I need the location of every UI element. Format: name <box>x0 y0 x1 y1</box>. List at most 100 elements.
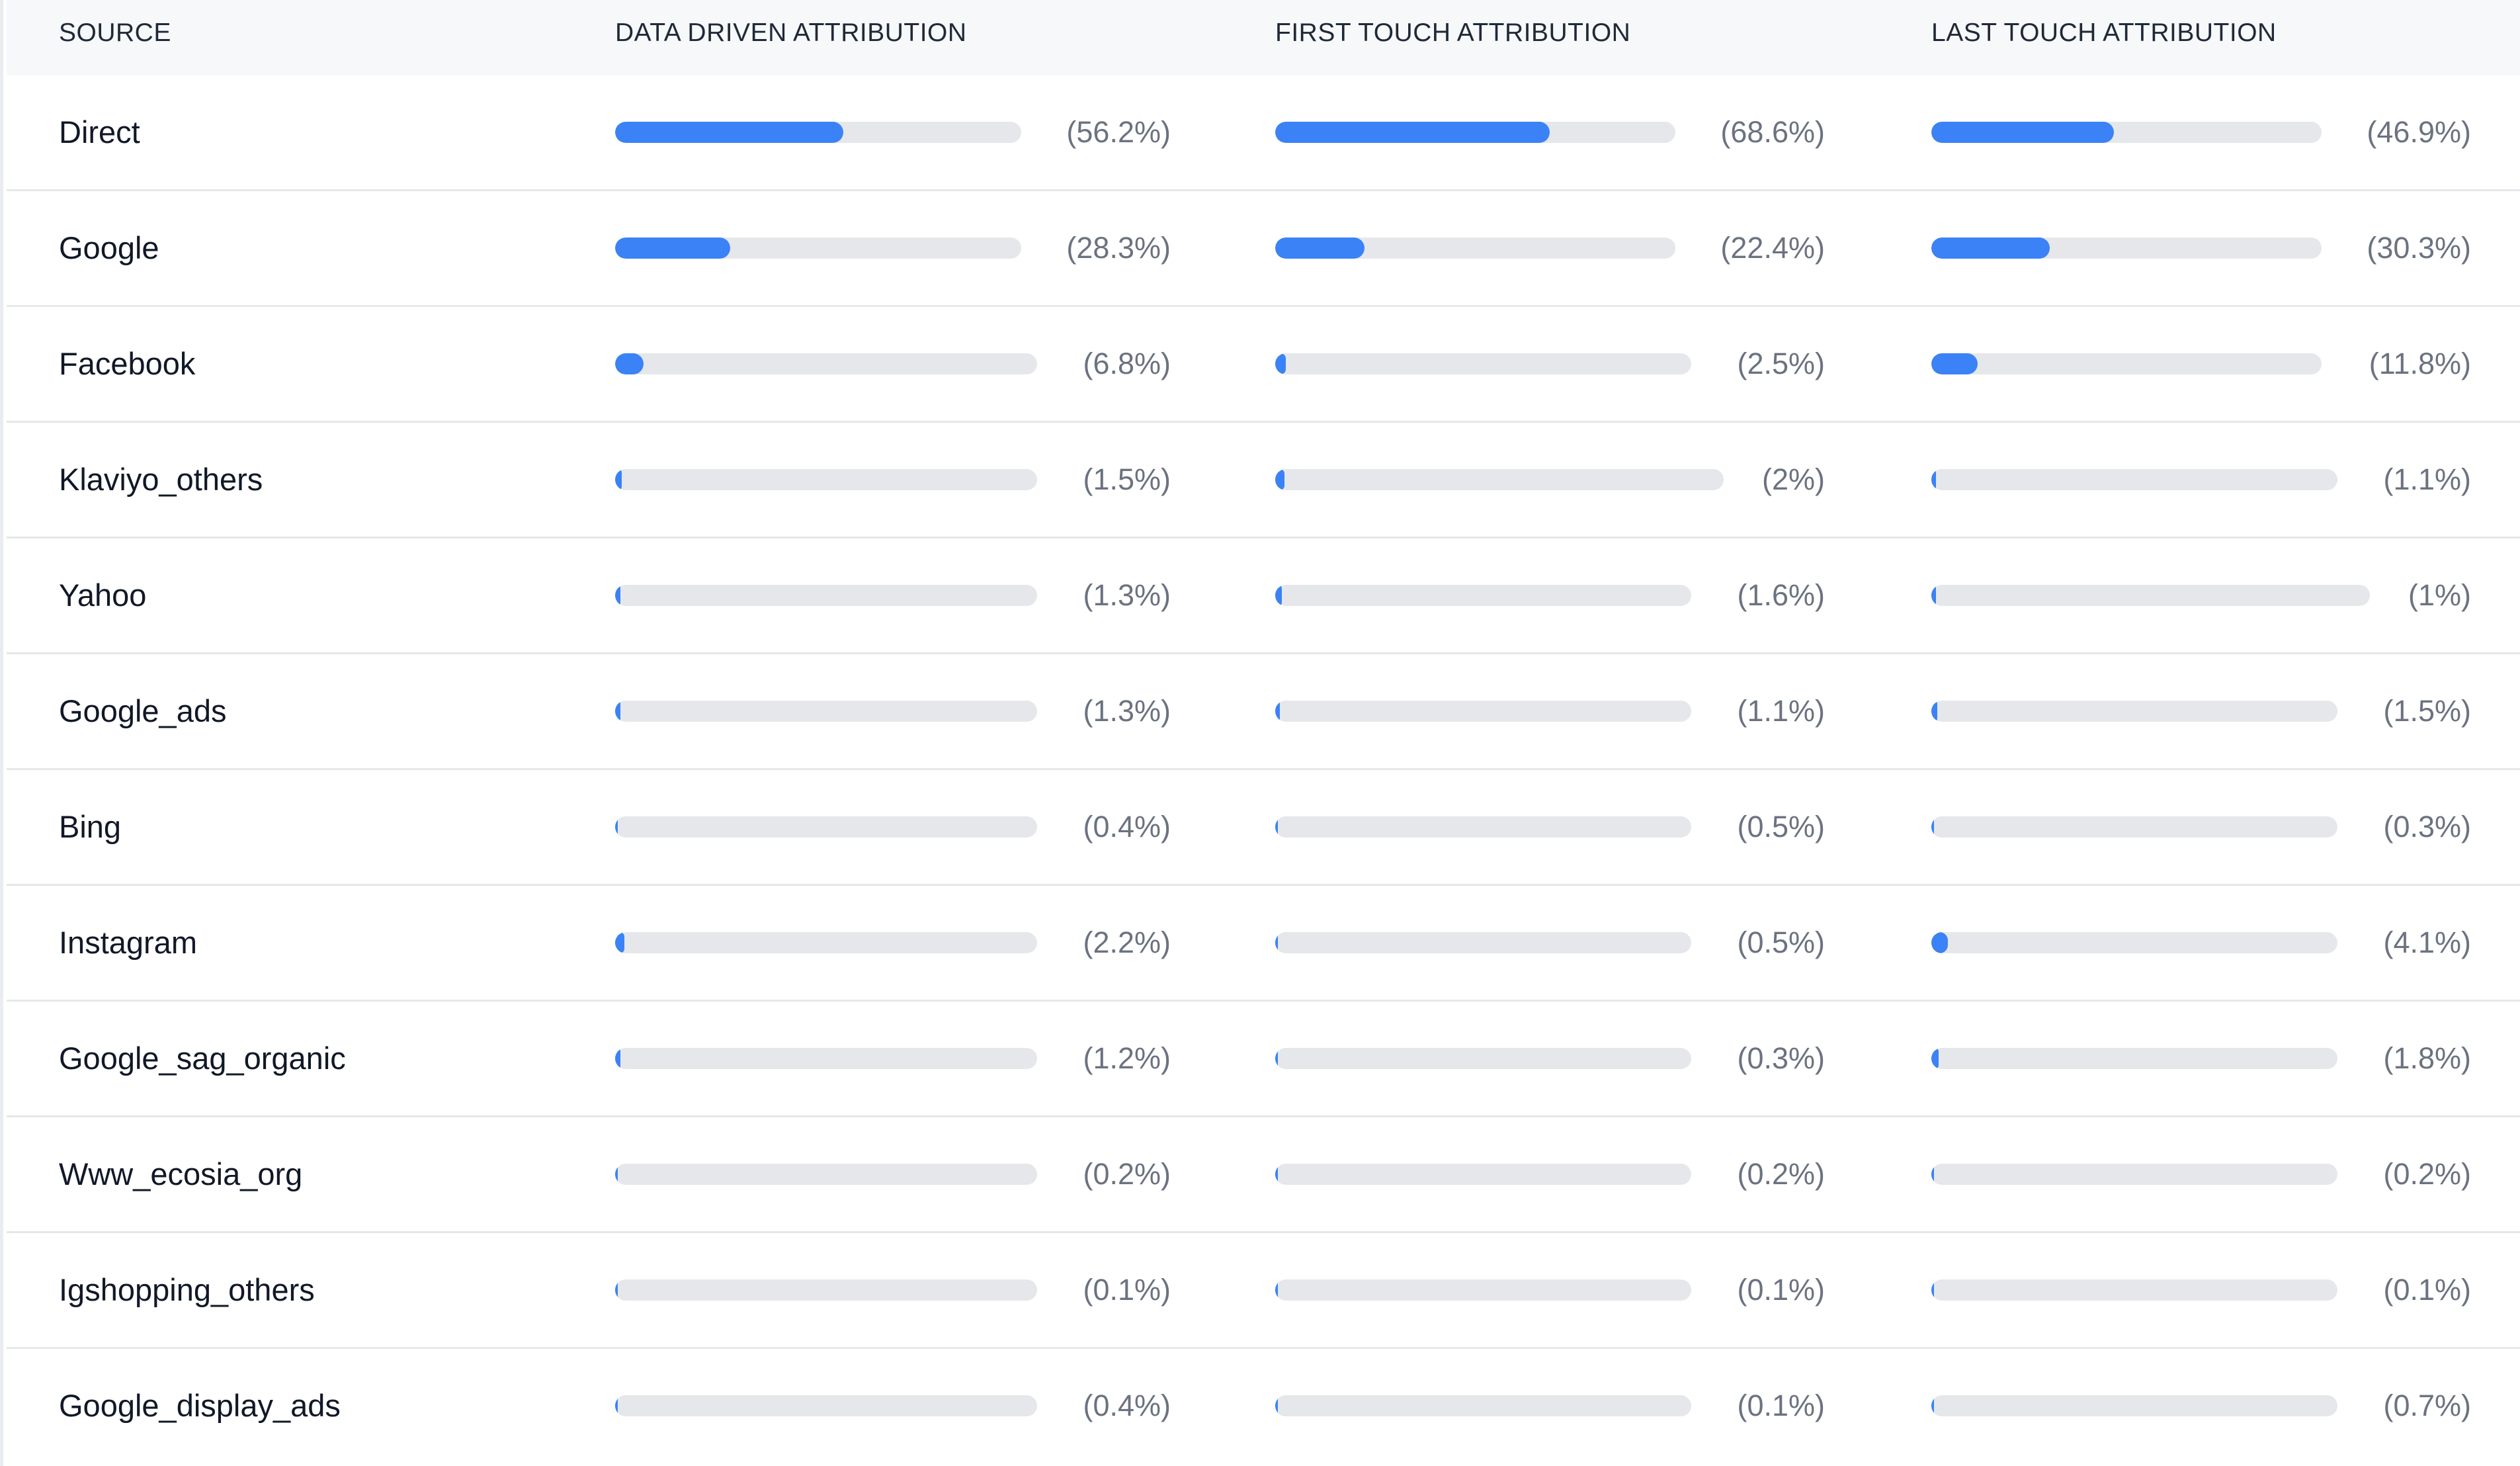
last-touch-progress-bar <box>1931 122 2322 143</box>
table-row[interactable]: Igshopping_others (0.1%) (0.1%) (0.1%) <box>7 1233 2520 1349</box>
source-name: Google_display_ads <box>59 1388 341 1423</box>
source-name: Google_sag_organic <box>59 1041 346 1076</box>
data-driven-percent-label: (28.3%) <box>1066 231 1171 265</box>
source-name: Google_ads <box>59 693 227 728</box>
first-touch-progress-fill <box>1275 701 1280 722</box>
source-name: Klaviyo_others <box>59 462 263 497</box>
data-driven-progress-fill <box>615 816 618 838</box>
last-touch-progress-fill <box>1931 237 2050 259</box>
source-name: Yahoo <box>59 578 147 613</box>
source-name: Bing <box>59 809 122 844</box>
first-touch-progress-fill <box>1275 816 1278 838</box>
last-touch-percent-label: (0.3%) <box>2383 810 2471 843</box>
column-header-source[interactable]: SOURCE <box>59 19 171 47</box>
last-touch-percent-label: (30.3%) <box>2367 231 2471 265</box>
table-row[interactable]: Www_ecosia_org (0.2%) (0.2%) (0.2%) <box>7 1117 2520 1233</box>
first-touch-percent-label: (0.1%) <box>1737 1389 1825 1422</box>
first-touch-progress-bar <box>1275 1048 1691 1069</box>
table-row[interactable]: Google_ads (1.3%) (1.1%) (1.5%) <box>7 654 2520 770</box>
data-driven-progress-bar <box>615 1395 1037 1416</box>
last-touch-progress-bar <box>1931 585 2370 606</box>
last-touch-progress-bar <box>1931 237 2322 259</box>
table-row[interactable]: Google (28.3%) (22.4%) (30.3%) <box>7 191 2520 307</box>
first-touch-progress-fill <box>1275 237 1365 259</box>
last-touch-percent-label: (46.9%) <box>2367 115 2471 149</box>
last-touch-progress-bar <box>1931 701 2337 722</box>
first-touch-percent-label: (1.1%) <box>1737 694 1825 728</box>
first-touch-progress-bar <box>1275 1164 1691 1185</box>
table-row[interactable]: Instagram (2.2%) (0.5%) (4.1%) <box>7 886 2520 1002</box>
last-touch-progress-bar <box>1931 816 2337 838</box>
last-touch-progress-fill <box>1931 816 1934 838</box>
last-touch-progress-fill <box>1931 585 1936 606</box>
last-touch-progress-fill <box>1931 1164 1934 1185</box>
table-header: SOURCE DATA DRIVEN ATTRIBUTION FIRST TOU… <box>7 0 2520 75</box>
source-name: Facebook <box>59 346 196 381</box>
data-driven-progress-bar <box>615 353 1037 374</box>
first-touch-progress-bar <box>1275 585 1691 606</box>
first-touch-percent-label: (2%) <box>1761 462 1825 496</box>
last-touch-progress-bar <box>1931 1164 2337 1185</box>
data-driven-progress-bar <box>615 932 1037 953</box>
column-header-first-touch[interactable]: FIRST TOUCH ATTRIBUTION <box>1275 19 1631 47</box>
data-driven-progress-bar <box>615 1164 1037 1185</box>
last-touch-progress-bar <box>1931 1048 2337 1069</box>
table-row[interactable]: Google_display_ads (0.4%) (0.1%) (0.7%) <box>7 1349 2520 1465</box>
table-row[interactable]: Bing (0.4%) (0.5%) (0.3%) <box>7 770 2520 886</box>
first-touch-percent-label: (68.6%) <box>1720 115 1825 149</box>
data-driven-progress-fill <box>615 1164 618 1185</box>
first-touch-percent-label: (0.5%) <box>1737 926 1825 959</box>
data-driven-progress-bar <box>615 1048 1037 1069</box>
source-name: Direct <box>59 114 140 150</box>
data-driven-percent-label: (0.4%) <box>1083 1389 1171 1422</box>
source-name: Www_ecosia_org <box>59 1156 303 1191</box>
column-header-data-driven[interactable]: DATA DRIVEN ATTRIBUTION <box>615 19 967 47</box>
last-touch-percent-label: (1.1%) <box>2383 462 2471 496</box>
first-touch-progress-fill <box>1275 1395 1278 1416</box>
first-touch-progress-fill <box>1275 353 1286 374</box>
first-touch-progress-bar <box>1275 1395 1691 1416</box>
first-touch-percent-label: (22.4%) <box>1720 231 1825 265</box>
first-touch-progress-fill <box>1275 122 1550 143</box>
first-touch-progress-fill <box>1275 1279 1278 1301</box>
source-name: Instagram <box>59 925 197 960</box>
last-touch-percent-label: (0.1%) <box>2383 1273 2471 1307</box>
data-driven-progress-fill <box>615 1279 618 1301</box>
data-driven-progress-bar <box>615 701 1037 722</box>
data-driven-progress-fill <box>615 237 730 259</box>
last-touch-progress-fill <box>1931 1048 1939 1069</box>
first-touch-progress-bar <box>1275 932 1691 953</box>
data-driven-progress-bar <box>615 1279 1037 1301</box>
last-touch-progress-bar <box>1931 932 2337 953</box>
last-touch-progress-fill <box>1931 1279 1934 1301</box>
data-driven-percent-label: (1.3%) <box>1083 578 1171 612</box>
last-touch-progress-bar <box>1931 469 2337 490</box>
last-touch-percent-label: (1%) <box>2408 578 2471 612</box>
table-row[interactable]: Facebook (6.8%) (2.5%) (11.8%) <box>7 307 2520 423</box>
first-touch-percent-label: (0.3%) <box>1737 1041 1825 1075</box>
source-name: Google <box>59 230 159 265</box>
first-touch-percent-label: (0.5%) <box>1737 810 1825 843</box>
first-touch-percent-label: (0.2%) <box>1737 1157 1825 1191</box>
data-driven-progress-bar <box>615 122 1021 143</box>
first-touch-progress-bar <box>1275 469 1724 490</box>
column-header-last-touch[interactable]: LAST TOUCH ATTRIBUTION <box>1931 19 2277 47</box>
first-touch-progress-bar <box>1275 816 1691 838</box>
table-row[interactable]: Direct (56.2%) (68.6%) (46.9%) <box>7 75 2520 191</box>
last-touch-progress-bar <box>1931 1279 2337 1301</box>
first-touch-progress-bar <box>1275 353 1691 374</box>
table-row[interactable]: Google_sag_organic (1.2%) (0.3%) (1.8%) <box>7 1002 2520 1117</box>
data-driven-progress-bar <box>615 585 1037 606</box>
last-touch-percent-label: (1.5%) <box>2383 694 2471 728</box>
table-row[interactable]: Klaviyo_others (1.5%) (2%) (1.1%) <box>7 423 2520 539</box>
first-touch-percent-label: (2.5%) <box>1737 347 1825 380</box>
data-driven-percent-label: (1.5%) <box>1083 462 1171 496</box>
first-touch-progress-fill <box>1275 469 1284 490</box>
last-touch-progress-fill <box>1931 932 1949 953</box>
last-touch-percent-label: (4.1%) <box>2383 926 2471 959</box>
data-driven-percent-label: (1.2%) <box>1083 1041 1171 1075</box>
data-driven-percent-label: (6.8%) <box>1083 347 1171 380</box>
table-row[interactable]: Yahoo (1.3%) (1.6%) (1%) <box>7 539 2520 654</box>
last-touch-progress-fill <box>1931 469 1936 490</box>
data-driven-progress-fill <box>615 932 625 953</box>
